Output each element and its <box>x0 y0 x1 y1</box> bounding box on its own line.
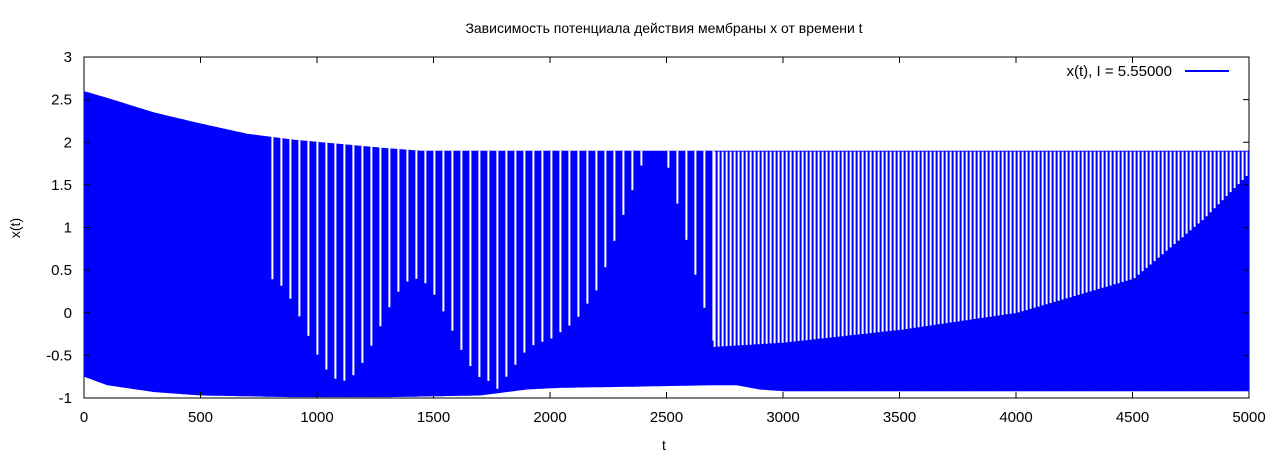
y-tick-label: -1 <box>59 390 72 407</box>
x-axis-label: t <box>662 437 666 453</box>
legend: x(t), I = 5.55000 <box>1067 63 1229 80</box>
x-tick-label: 3500 <box>883 409 916 426</box>
y-tick-label: 2 <box>64 134 72 151</box>
x-tick-label: 1000 <box>300 409 333 426</box>
x-tick-label: 0 <box>80 409 88 426</box>
x-axis: 0 500 1000 1500 2000 2500 3000 3500 4000 4500 5000 <box>80 57 1266 426</box>
x-tick-label: 500 <box>188 409 213 426</box>
y-axis-label: x(t) <box>7 218 23 238</box>
chart-title: Зависимость потенциала действия мембраны… <box>465 20 862 36</box>
x-tick-label: 4000 <box>999 409 1032 426</box>
x-tick-label: 2000 <box>533 409 566 426</box>
x-tick-label: 4500 <box>1116 409 1149 426</box>
y-axis: 3 2.5 2 1.5 1 0.5 0 -0.5 -1 <box>46 49 1249 407</box>
y-tick-label: 3 <box>64 49 72 66</box>
x-tick-label: 3000 <box>766 409 799 426</box>
x-tick-label: 1500 <box>417 409 450 426</box>
x-tick-label: 5000 <box>1232 409 1265 426</box>
y-tick-label: 0 <box>64 305 72 322</box>
x-tick-label: 2500 <box>650 409 683 426</box>
y-tick-label: 1.5 <box>51 177 72 194</box>
y-tick-label: 2.5 <box>51 92 72 109</box>
plot-area <box>83 91 1249 398</box>
legend-label: x(t), I = 5.55000 <box>1067 63 1172 80</box>
y-tick-label: 0.5 <box>51 262 72 279</box>
y-tick-label: 1 <box>64 220 72 237</box>
y-tick-label: -0.5 <box>46 347 72 364</box>
